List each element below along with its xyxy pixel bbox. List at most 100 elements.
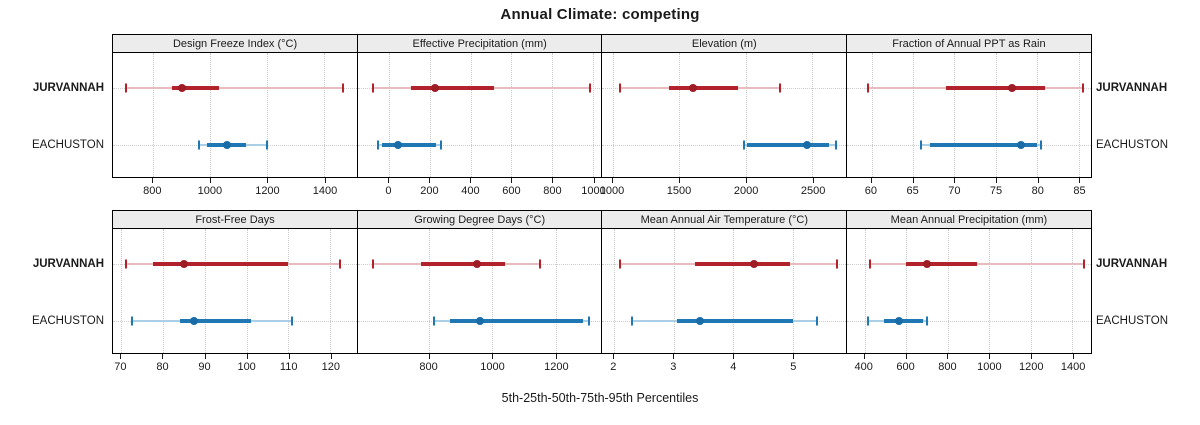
iqr-bar-jurvannah xyxy=(410,86,494,90)
whisker-cap-high-jurvannah xyxy=(538,259,541,269)
panel-x-axis: 0 200 400 600 800 1000 xyxy=(357,178,606,204)
x-gridline xyxy=(492,229,494,353)
x-gridline xyxy=(906,229,908,353)
median-dot-jurvannah xyxy=(922,260,931,268)
x-tick-label: 4 xyxy=(730,361,737,373)
x-gridline xyxy=(679,53,681,177)
chart-title: Annual Climate: competing xyxy=(500,6,700,23)
x-tick-label: 600 xyxy=(502,185,521,197)
iqr-bar-eachuston xyxy=(179,319,251,323)
x-tick-label: 1000 xyxy=(599,185,625,197)
x-tick xyxy=(204,354,206,359)
x-tick-label: 65 xyxy=(906,185,919,197)
x-tick xyxy=(556,354,558,359)
x-tick-label: 800 xyxy=(543,185,562,197)
x-tick-label: 100 xyxy=(237,361,256,373)
whisker-cap-low-eachuston xyxy=(742,140,745,150)
x-tick-label: 1000 xyxy=(581,185,606,197)
median-dot-eachuston xyxy=(190,317,199,325)
x-tick xyxy=(870,178,872,183)
x-tick-label: 2500 xyxy=(800,185,826,197)
whisker-cap-high-eachuston xyxy=(266,140,269,150)
panel-strip: Effective Precipitation (mm) xyxy=(356,34,603,53)
whisker-cap-high-eachuston xyxy=(925,316,928,326)
whisker-cap-low-eachuston xyxy=(432,316,435,326)
x-tick-label: 1000 xyxy=(197,185,223,197)
median-dot-eachuston xyxy=(1016,141,1025,149)
whisker-cap-low-eachuston xyxy=(866,316,869,326)
x-tick xyxy=(673,354,675,359)
x-gridline xyxy=(152,53,154,177)
x-gridline xyxy=(429,53,431,177)
panel-7: Mean Annual Air Temperature (°C) 2 3 4 5 xyxy=(601,210,848,380)
panel-strip: Growing Degree Days (°C) xyxy=(356,210,603,229)
whisker-cap-low-jurvannah xyxy=(124,83,127,93)
x-tick-label: 2000 xyxy=(733,185,759,197)
row-label-right-jurvannah-top: JURVANNAH xyxy=(1096,82,1168,94)
panel-strip: Mean Annual Precipitation (mm) xyxy=(845,210,1092,229)
x-tick-label: 90 xyxy=(198,361,211,373)
x-tick-label: 1000 xyxy=(480,361,505,373)
row-label-left-jurvannah-bottom: JURVANNAH xyxy=(32,258,104,270)
x-gridline xyxy=(551,53,553,177)
x-tick xyxy=(1079,178,1081,183)
panel-strip-title: Effective Precipitation (mm) xyxy=(412,37,547,50)
x-tick xyxy=(511,178,513,183)
panel-strip: Frost-Free Days xyxy=(112,210,359,229)
x-tick xyxy=(793,354,795,359)
panel-strip: Mean Annual Air Temperature (°C) xyxy=(601,210,848,229)
x-tick xyxy=(325,178,327,183)
whisker-cap-high-jurvannah xyxy=(1082,259,1085,269)
panel-x-axis: 400 600 800 1000 1200 1400 xyxy=(846,354,1092,380)
x-gridline xyxy=(470,53,472,177)
x-tick xyxy=(152,178,154,183)
x-tick-label: 3 xyxy=(670,361,677,373)
median-dot-eachuston xyxy=(894,317,903,325)
whisker-cap-high-jurvannah xyxy=(778,83,781,93)
x-tick xyxy=(209,178,211,183)
whisker-cap-low-jurvannah xyxy=(618,83,621,93)
median-dot-jurvannah xyxy=(472,260,481,268)
x-tick xyxy=(428,354,430,359)
whisker-cap-low-eachuston xyxy=(197,140,200,150)
x-tick xyxy=(429,178,431,183)
panel-2: Effective Precipitation (mm) 0 200 400 600 80… xyxy=(356,34,606,204)
x-gridline xyxy=(555,229,557,353)
median-dot-jurvannah xyxy=(177,84,186,92)
percentile-whisker-jurvannah xyxy=(125,87,343,89)
whisker-cap-low-eachuston xyxy=(130,316,133,326)
panel-8: Mean Annual Precipitation (mm) 400 600 800 1… xyxy=(845,210,1092,380)
median-dot-jurvannah xyxy=(179,260,188,268)
iqr-bar-jurvannah xyxy=(906,262,977,266)
x-tick-label: 75 xyxy=(989,185,1003,197)
panel-x-axis: 1000 1500 2000 2500 xyxy=(599,178,847,204)
x-gridline xyxy=(792,229,794,353)
x-gridline xyxy=(511,53,513,177)
x-gridline xyxy=(947,229,949,353)
whisker-cap-high-eachuston xyxy=(291,316,294,326)
whisker-cap-high-jurvannah xyxy=(588,83,591,93)
whisker-cap-high-jurvannah xyxy=(339,259,342,269)
row-guideline xyxy=(357,145,602,146)
x-tick-label: 80 xyxy=(156,361,169,373)
panel-body xyxy=(356,53,603,178)
panel-strip-title: Mean Annual Precipitation (mm) xyxy=(890,213,1048,226)
median-dot-jurvannah xyxy=(430,84,439,92)
x-tick xyxy=(613,354,615,359)
whisker-cap-high-eachuston xyxy=(835,140,838,150)
x-tick xyxy=(912,178,914,183)
panel-body xyxy=(845,53,1092,178)
whisker-cap-low-jurvannah xyxy=(868,259,871,269)
iqr-bar-jurvannah xyxy=(171,86,219,90)
x-tick xyxy=(388,178,390,183)
x-tick xyxy=(746,178,748,183)
row-guideline xyxy=(846,321,1091,322)
whisker-cap-high-jurvannah xyxy=(341,83,344,93)
x-gridline xyxy=(954,53,956,177)
x-tick-label: 110 xyxy=(279,361,298,373)
panel-body xyxy=(601,229,848,354)
x-tick xyxy=(996,178,998,183)
x-tick xyxy=(1073,354,1075,359)
panel-6: Growing Degree Days (°C) 800 1000 1200 xyxy=(356,210,603,380)
row-label-right-eachuston-bottom: EACHUSTON xyxy=(1096,315,1168,327)
